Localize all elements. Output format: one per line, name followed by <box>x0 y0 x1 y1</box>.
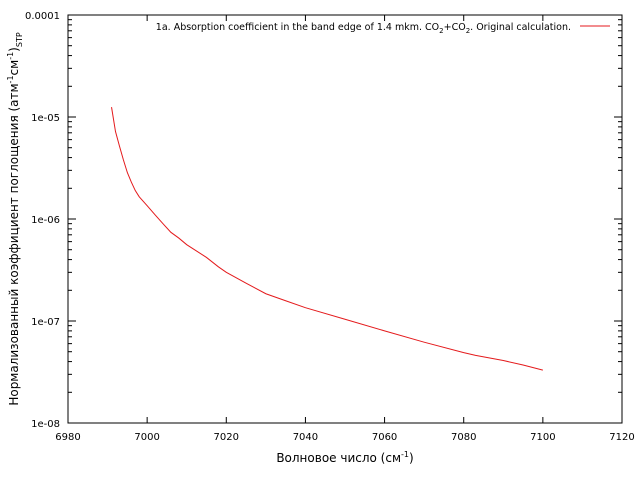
x-tick-label: 7060 <box>372 432 397 443</box>
y-axis-title-part: Нормализованный коэффициент поглощения (… <box>7 83 21 405</box>
legend-label-subscript: 2 <box>439 27 443 35</box>
y-tick-label: 1e-05 <box>31 113 60 124</box>
x-tick-label: 7120 <box>609 432 634 443</box>
x-tick-label: 7100 <box>530 432 555 443</box>
ticks-layer: 6980 7000 7020 7040 7060 7080 7100 7120 1e-08 1e-… <box>25 11 635 443</box>
y-axis-title: Нормализованный коэффициент поглощения (… <box>6 32 24 406</box>
y-axis-title-part: ) <box>7 47 21 52</box>
legend-label-part: +CO <box>444 22 466 33</box>
series-line <box>111 107 543 371</box>
y-axis-title-script: -1 <box>6 52 15 60</box>
x-tick-label: 7080 <box>451 432 476 443</box>
y-tick-label: 0.0001 <box>25 11 60 22</box>
y-tick-label: 1e-06 <box>31 215 60 226</box>
x-axis-title-sup: -1 <box>401 450 409 459</box>
x-tick-label: 7000 <box>134 432 159 443</box>
y-tick-label: 1e-08 <box>31 419 60 430</box>
y-axis-title-script: STP <box>15 32 24 47</box>
plot-frame <box>67 14 623 424</box>
x-tick-label: 7040 <box>293 432 318 443</box>
legend-label: 1a. Absorption coefficient in the band e… <box>156 22 571 35</box>
legend-label-part: 1a. Absorption coefficient in the band e… <box>156 22 439 33</box>
legend-label-part: . Original calculation. <box>470 22 571 33</box>
x-tick-label: 6980 <box>55 432 80 443</box>
y-tick-label: 1e-07 <box>31 317 60 328</box>
x-axis-title-part: Волновое число (см <box>276 451 401 465</box>
series-layer <box>111 107 543 371</box>
x-axis-title: Волновое число (см-1) <box>276 450 413 465</box>
x-axis-title-part: ) <box>409 451 414 465</box>
y-axis-title-part: см <box>7 60 21 76</box>
x-tick-label: 7020 <box>214 432 239 443</box>
legend-label-subscript: 2 <box>466 27 470 35</box>
y-axis-title-script: -1 <box>6 75 15 83</box>
legend: 1a. Absorption coefficient in the band e… <box>156 22 610 35</box>
